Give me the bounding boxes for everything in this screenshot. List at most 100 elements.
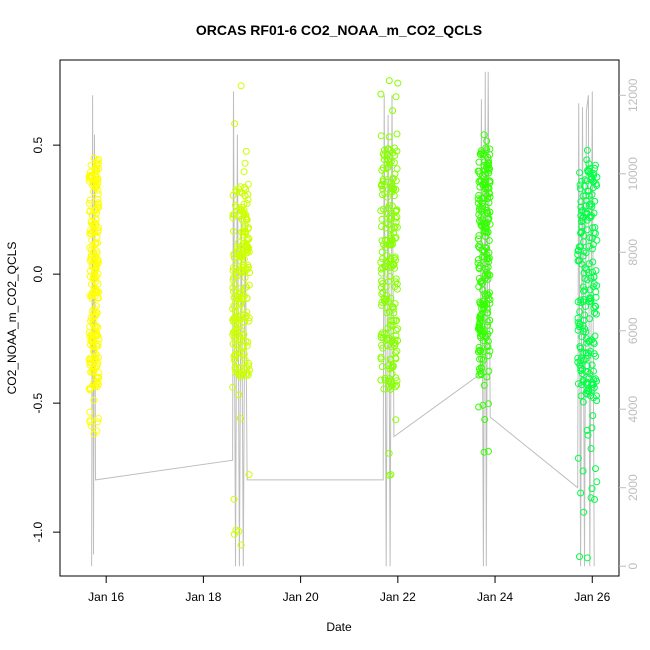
- flight-series-3: [377, 77, 402, 479]
- data-point: [233, 272, 241, 280]
- data-point: [93, 249, 101, 257]
- data-point: [475, 365, 483, 373]
- data-point: [486, 347, 494, 355]
- data-point: [230, 227, 237, 235]
- data-point: [94, 374, 102, 382]
- data-point: [577, 228, 585, 236]
- data-point: [391, 342, 399, 350]
- data-point: [485, 237, 493, 244]
- data-point: [474, 256, 482, 263]
- data-point: [382, 219, 390, 227]
- x-tick-label: Jan 20: [283, 590, 319, 604]
- data-point: [94, 203, 102, 211]
- data-point: [233, 243, 241, 251]
- data-point: [484, 156, 492, 164]
- data-point: [579, 349, 587, 356]
- data-point: [387, 261, 395, 269]
- data-point: [241, 159, 249, 167]
- data-point: [483, 137, 491, 145]
- data-point: [230, 250, 238, 258]
- x-axis-label: Date: [326, 620, 352, 634]
- data-point: [587, 494, 595, 502]
- data-point-min: [90, 430, 98, 438]
- data-point: [577, 198, 585, 206]
- data-point: [85, 199, 93, 207]
- data-point: [392, 416, 400, 424]
- data-point: [382, 296, 390, 303]
- data-point: [582, 349, 590, 357]
- data-point: [390, 309, 398, 317]
- data-point: [576, 320, 584, 328]
- data-point: [580, 508, 588, 516]
- data-point: [94, 190, 102, 198]
- data-point: [387, 294, 395, 302]
- data-point: [576, 308, 584, 316]
- data-point: [574, 326, 582, 334]
- data-point: [475, 232, 483, 240]
- data-point: [390, 254, 398, 262]
- data-point: [91, 312, 99, 320]
- data-point: [230, 495, 238, 503]
- data-point: [95, 204, 102, 211]
- data-point: [392, 278, 400, 286]
- data-point: [232, 338, 239, 346]
- x-tick-label: Jan 24: [477, 590, 513, 604]
- data-point: [93, 165, 101, 172]
- data-point: [94, 415, 102, 422]
- data-point: [574, 380, 582, 388]
- data-point: [585, 295, 593, 303]
- data-point: [592, 303, 600, 310]
- data-point: [232, 186, 240, 194]
- data-point: [86, 168, 94, 176]
- data-point: [87, 253, 95, 261]
- data-point: [578, 333, 586, 341]
- data-point: [380, 330, 388, 338]
- data-point: [385, 201, 393, 209]
- data-point: [235, 336, 243, 343]
- y-tick-label: -1.0: [31, 521, 45, 542]
- x-axis: Jan 16 Jan 18 Jan 20 Jan 22 Jan 24 Jan 26: [88, 576, 611, 604]
- data-point: [229, 331, 237, 339]
- data-point: [585, 160, 593, 168]
- data-point: [378, 237, 386, 245]
- data-point: [240, 200, 248, 208]
- data-point: [593, 377, 600, 385]
- data-point: [483, 251, 490, 259]
- data-point: [589, 184, 597, 192]
- data-point: [477, 221, 485, 229]
- data-point: [590, 304, 598, 312]
- data-point: [377, 132, 385, 140]
- data-point: [582, 328, 590, 336]
- data-point: [393, 381, 401, 389]
- y-axis-right: 0 2000 4000 6000 8000 10000 12000: [619, 78, 640, 570]
- data-point: [90, 276, 98, 284]
- data-point: [236, 414, 244, 422]
- data-point: [93, 302, 100, 310]
- data-point: [241, 241, 249, 249]
- data-point: [581, 311, 589, 319]
- data-point: [92, 216, 100, 224]
- flight-series-5: [574, 146, 601, 562]
- data-point: [387, 355, 395, 363]
- data-point: [585, 374, 593, 382]
- data-point: [385, 375, 393, 383]
- data-point: [238, 207, 246, 215]
- data-point: [86, 358, 94, 366]
- data-point: [385, 160, 393, 168]
- data-point: [480, 381, 488, 389]
- flight-series-1: [85, 154, 103, 438]
- data-point: [476, 183, 484, 191]
- data-point: [384, 241, 392, 248]
- data-point: [476, 312, 484, 320]
- data-point: [574, 454, 582, 462]
- data-point: [392, 317, 400, 325]
- data-point: [92, 264, 100, 271]
- data-point: [582, 191, 590, 199]
- data-point: [240, 209, 248, 217]
- data-point: [581, 176, 589, 184]
- data-point: [585, 387, 593, 394]
- flight-series-4: [474, 131, 494, 456]
- data-point: [235, 238, 243, 246]
- data-point: [476, 355, 484, 363]
- data-point: [579, 398, 587, 406]
